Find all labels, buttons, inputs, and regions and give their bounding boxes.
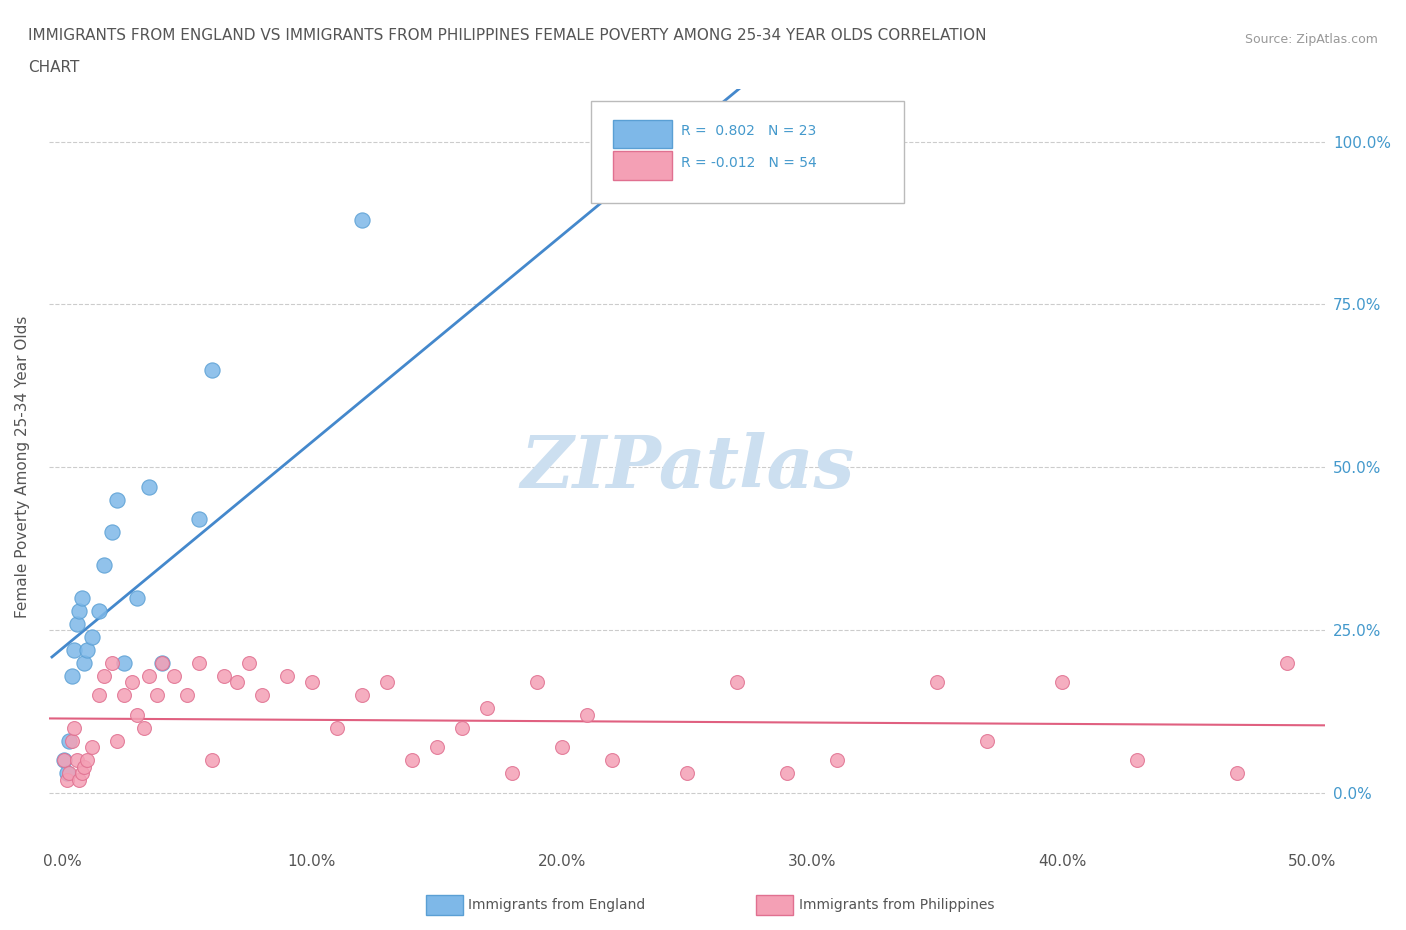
Point [1275,656,1298,671]
Text: R = -0.012   N = 54: R = -0.012 N = 54 [681,156,817,170]
Point [146,688,169,703]
Point [53,753,76,768]
Point [301,675,323,690]
Point [63,721,86,736]
Point [188,512,211,527]
Point [1050,675,1073,690]
Point [89,604,111,618]
Point [58,734,80,749]
Point [134,721,156,736]
Point [70,591,93,605]
Point [350,212,373,227]
Point [89,688,111,703]
Point [58,766,80,781]
Point [138,479,160,494]
Point [56,766,79,781]
Point [138,669,160,684]
Point [76,753,98,768]
Point [105,734,128,749]
Point [93,669,115,684]
Point [73,656,96,671]
Point [66,753,89,768]
Point [73,760,96,775]
Text: Immigrants from England: Immigrants from England [468,897,645,912]
Point [375,675,398,690]
Text: Immigrants from Philippines: Immigrants from Philippines [799,897,994,912]
Point [69,604,91,618]
Point [526,675,548,690]
Point [76,643,98,658]
Point [250,688,273,703]
Point [56,773,79,788]
Point [426,740,449,755]
Point [150,656,173,671]
Point [93,558,115,573]
Point [105,492,128,507]
Point [176,688,198,703]
Point [676,766,699,781]
Point [350,688,373,703]
Point [751,179,773,194]
Point [600,753,623,768]
Point [1226,766,1249,781]
Point [725,675,748,690]
FancyBboxPatch shape [592,100,904,203]
Point [214,669,236,684]
Point [163,669,186,684]
Point [825,753,848,768]
Point [226,675,249,690]
Point [326,721,349,736]
Point [150,656,173,671]
Point [60,734,83,749]
Point [121,675,143,690]
Point [70,766,93,781]
Text: CHART: CHART [28,60,80,75]
Point [53,753,76,768]
Point [276,669,298,684]
Point [201,362,224,377]
Point [776,766,799,781]
Point [501,766,523,781]
Point [576,708,599,723]
Point [80,740,103,755]
Point [63,643,86,658]
Point [551,740,574,755]
FancyBboxPatch shape [756,895,793,915]
Point [125,708,148,723]
Point [66,617,89,631]
Point [475,701,498,716]
FancyBboxPatch shape [613,120,672,149]
Point [69,773,91,788]
Point [201,753,224,768]
Text: IMMIGRANTS FROM ENGLAND VS IMMIGRANTS FROM PHILIPPINES FEMALE POVERTY AMONG 25-3: IMMIGRANTS FROM ENGLAND VS IMMIGRANTS FR… [28,28,987,43]
Point [927,675,949,690]
Point [1126,753,1149,768]
Point [101,525,124,540]
Point [80,630,103,644]
Point [114,688,136,703]
Point [976,734,998,749]
Point [125,591,148,605]
FancyBboxPatch shape [426,895,463,915]
Point [114,656,136,671]
Point [60,669,83,684]
Text: R =  0.802   N = 23: R = 0.802 N = 23 [681,124,815,138]
Y-axis label: Female Poverty Among 25-34 Year Olds: Female Poverty Among 25-34 Year Olds [15,316,30,618]
Point [401,753,423,768]
Point [188,656,211,671]
Point [101,656,124,671]
Point [451,721,474,736]
Text: Source: ZipAtlas.com: Source: ZipAtlas.com [1244,33,1378,46]
Point [238,656,260,671]
Text: ZIPatlas: ZIPatlas [520,432,853,503]
FancyBboxPatch shape [613,152,672,180]
